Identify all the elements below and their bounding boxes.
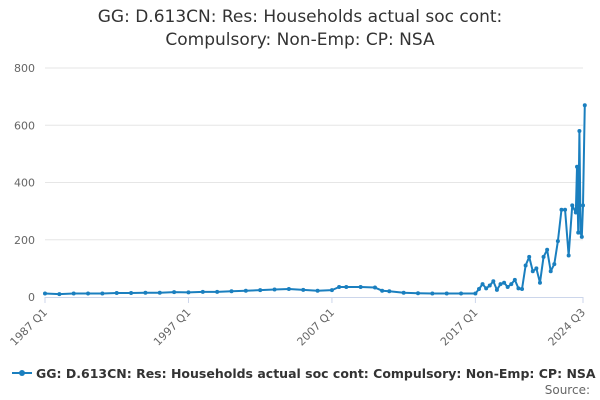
data-point[interactable] (286, 286, 291, 291)
data-point[interactable] (473, 291, 478, 296)
data-point[interactable] (57, 292, 62, 297)
data-point[interactable] (329, 288, 334, 293)
data-point[interactable] (480, 282, 485, 287)
data-point[interactable] (563, 207, 568, 212)
data-point[interactable] (566, 253, 571, 258)
series-group (43, 103, 587, 297)
data-point[interactable] (570, 203, 575, 208)
legend-label: GG: D.613CN: Res: Households actual soc … (36, 365, 596, 381)
data-point[interactable] (552, 262, 557, 267)
data-point[interactable] (172, 290, 177, 295)
x-tick-label: 2017 Q1 (438, 306, 481, 349)
data-point[interactable] (498, 282, 503, 287)
data-point[interactable] (86, 291, 91, 296)
data-point[interactable] (43, 291, 47, 296)
data-point[interactable] (157, 290, 162, 295)
data-point[interactable] (579, 234, 584, 239)
data-point[interactable] (575, 164, 580, 169)
data-point[interactable] (487, 283, 492, 288)
data-point[interactable] (344, 284, 349, 289)
data-point[interactable] (301, 287, 306, 292)
data-point[interactable] (530, 269, 535, 274)
x-tick-label: 2007 Q1 (295, 306, 338, 349)
data-point[interactable] (401, 290, 406, 295)
data-point[interactable] (430, 291, 435, 296)
data-point[interactable] (416, 291, 421, 296)
x-tick-label: 1987 Q1 (8, 306, 51, 349)
data-point[interactable] (129, 290, 134, 295)
source-label: Source: (544, 383, 590, 397)
chart-title-line-1: GG: D.613CN: Res: Households actual soc … (97, 7, 503, 27)
data-point[interactable] (272, 287, 277, 292)
data-point[interactable] (534, 266, 539, 271)
y-tick-label: 400 (14, 177, 35, 190)
data-point[interactable] (505, 284, 510, 289)
data-point[interactable] (358, 284, 363, 289)
data-point[interactable] (337, 284, 342, 289)
data-point[interactable] (502, 280, 507, 285)
data-point[interactable] (315, 288, 320, 293)
data-point[interactable] (200, 289, 205, 294)
data-point[interactable] (444, 291, 449, 296)
data-point[interactable] (494, 287, 499, 292)
data-point[interactable] (573, 210, 578, 215)
data-point[interactable] (559, 207, 564, 212)
data-point[interactable] (516, 286, 521, 291)
grid-lines (45, 67, 583, 241)
data-point[interactable] (484, 286, 489, 291)
legend[interactable]: GG: D.613CN: Res: Households actual soc … (12, 364, 596, 382)
data-point[interactable] (523, 263, 528, 268)
y-tick-label: 200 (14, 234, 35, 247)
data-point[interactable] (527, 254, 532, 259)
y-axis-ticks: 0 200 400 600 800 (14, 62, 35, 304)
data-point[interactable] (582, 103, 587, 108)
data-point[interactable] (476, 286, 481, 291)
data-point[interactable] (215, 289, 220, 294)
data-point[interactable] (71, 291, 76, 296)
data-point[interactable] (520, 286, 525, 291)
data-point[interactable] (541, 254, 546, 259)
data-point[interactable] (372, 285, 377, 290)
y-tick-label: 600 (14, 119, 35, 132)
data-point[interactable] (512, 277, 517, 282)
data-point[interactable] (509, 282, 514, 287)
x-tick-label: 2024 Q3 (546, 306, 589, 349)
data-point[interactable] (578, 230, 583, 235)
chart-title: GG: D.613CN: Res: Households actual soc … (0, 6, 600, 52)
series-line-0 (44, 105, 586, 296)
x-tick-label: 1997 Q1 (151, 306, 194, 349)
y-tick-label: 800 (14, 62, 35, 75)
data-point[interactable] (459, 291, 464, 296)
data-point[interactable] (548, 269, 553, 274)
chart-title-line-2: Compulsory: Non-Emp: CP: NSA (165, 30, 435, 50)
data-point[interactable] (143, 290, 148, 295)
data-point[interactable] (258, 288, 263, 293)
data-point[interactable] (229, 289, 234, 294)
x-axis-ticks: 1987 Q1 1997 Q1 2007 Q1 2017 Q1 2024 Q3 (8, 297, 589, 349)
data-point[interactable] (243, 288, 248, 293)
data-point[interactable] (491, 279, 496, 284)
data-point[interactable] (577, 128, 582, 133)
data-point[interactable] (387, 289, 392, 294)
legend-line-icon (12, 368, 32, 378)
data-point[interactable] (555, 239, 560, 244)
y-tick-label: 0 (28, 291, 35, 304)
data-point[interactable] (114, 290, 119, 295)
data-point[interactable] (100, 291, 105, 296)
data-point[interactable] (380, 288, 385, 293)
data-point[interactable] (581, 203, 585, 208)
data-point[interactable] (545, 247, 550, 252)
data-point[interactable] (186, 290, 191, 295)
data-point[interactable] (537, 280, 542, 285)
